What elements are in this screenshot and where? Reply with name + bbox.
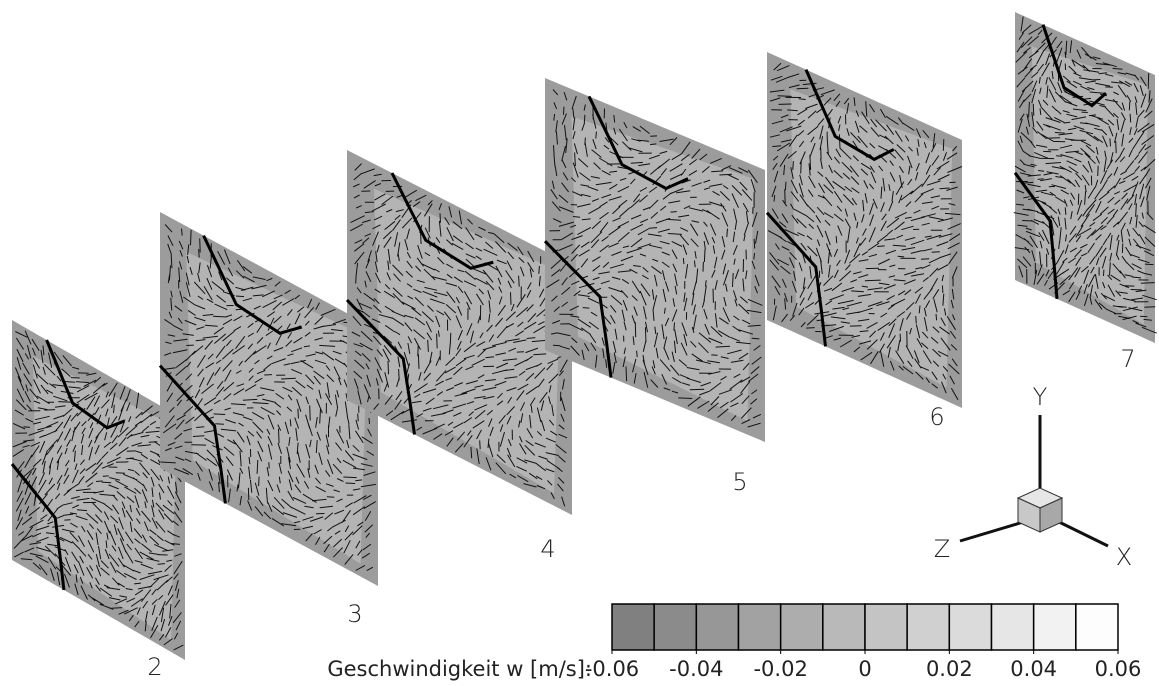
colorbar-tick-label: 0.02 <box>926 657 973 681</box>
plane-label: 4 <box>540 535 555 563</box>
plane-label: 3 <box>347 600 362 628</box>
colorbar-band <box>992 604 1034 650</box>
plane-label: 2 <box>147 653 162 681</box>
colorbar-band <box>1034 604 1076 650</box>
colorbar-band <box>739 604 781 650</box>
z-axis-label: Z <box>934 535 950 563</box>
colorbar-band <box>907 604 949 650</box>
x-axis-line <box>1055 520 1108 546</box>
colorbar-band <box>865 604 907 650</box>
colorbar-tick-label: 0 <box>858 657 871 681</box>
colorbar: -0.06 -0.04 -0.02 0 0.02 0.04 0.06 <box>585 604 1142 681</box>
colorbar-label: Geschwindigkeit w [m/s]: <box>327 657 592 681</box>
plane: 2 <box>12 320 185 681</box>
colorbar-band <box>781 604 823 650</box>
colorbar-band <box>696 604 738 650</box>
colorbar-tick-label: 0.04 <box>1010 657 1057 681</box>
plane: 7 <box>1014 12 1157 373</box>
plane: 3 <box>160 212 378 628</box>
colorbar-tick-label: 0.06 <box>1095 657 1142 681</box>
plane: 4 <box>347 150 572 563</box>
plane-label: 7 <box>1120 345 1135 373</box>
axis-triad: Y Z X <box>934 383 1132 571</box>
colorbar-band <box>1076 604 1118 650</box>
colorbar-tick-label: -0.04 <box>669 657 723 681</box>
colorbar-tick-label: -0.02 <box>753 657 807 681</box>
colorbar-band <box>654 604 696 650</box>
planes: 2 3 4 5 6 7 <box>12 12 1157 681</box>
colorbar-band <box>612 604 654 650</box>
colorbar-band <box>823 604 865 650</box>
y-axis-label: Y <box>1033 383 1048 411</box>
x-axis-label: X <box>1116 543 1132 571</box>
figure: 2 3 4 5 6 7 Y Z X -0.06 -0.04 -0.02 0 0.02 0.04 0.0… <box>0 0 1159 686</box>
colorbar-band <box>949 604 991 650</box>
plane-label: 6 <box>929 403 944 431</box>
plane: 5 <box>545 78 765 496</box>
colorbar-tick-label: -0.06 <box>585 657 639 681</box>
plane-label: 5 <box>732 468 747 496</box>
plane: 6 <box>767 52 962 431</box>
